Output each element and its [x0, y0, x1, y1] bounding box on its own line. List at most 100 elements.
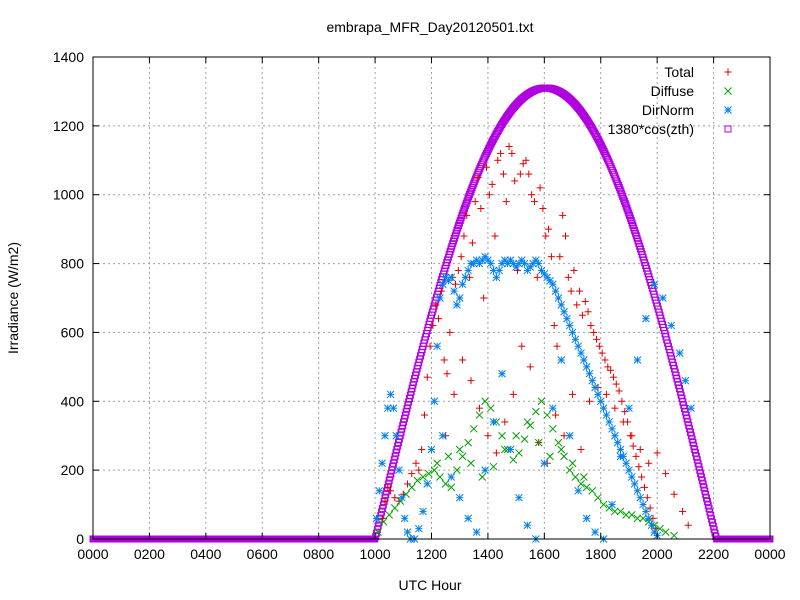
curve-marker [708, 519, 716, 527]
data-point-plus [530, 198, 538, 206]
data-point-star [602, 411, 611, 419]
legend: Total Diffuse DirNorm 1380*cos(zth) [608, 64, 732, 137]
x-tick-label: 2200 [698, 546, 729, 562]
data-point-cross [419, 473, 427, 481]
data-point-cross [520, 435, 529, 444]
data-point-plus [404, 480, 412, 488]
data-point-star [568, 328, 577, 337]
legend-marker [724, 125, 732, 133]
data-point-cross [458, 452, 467, 461]
data-point-plus [628, 432, 636, 440]
data-point-plus [480, 294, 488, 302]
data-point-plus [547, 253, 555, 261]
data-point-cross [402, 490, 410, 499]
curve-marker [620, 195, 628, 203]
data-point-star [540, 459, 549, 468]
curve-marker [626, 212, 634, 220]
data-point-plus [581, 297, 589, 305]
curve-marker [457, 214, 465, 222]
data-point-plus [516, 170, 524, 178]
curve-marker [455, 219, 463, 227]
data-point-cross [413, 476, 422, 485]
data-point-plus [451, 280, 459, 288]
curve-marker [468, 184, 476, 192]
data-point-cross [379, 517, 388, 526]
data-point-plus [387, 487, 395, 495]
y-tick-label: 1200 [53, 118, 84, 134]
data-point-star [430, 397, 439, 406]
data-point-cross [639, 514, 647, 523]
grid-layer [93, 57, 770, 539]
curve-marker [624, 207, 632, 215]
data-point-plus [474, 174, 482, 181]
data-point-plus [522, 156, 530, 164]
data-point-plus [670, 490, 678, 498]
data-point-cross [577, 480, 585, 488]
curve-marker [708, 515, 716, 523]
data-point-star [622, 459, 630, 468]
data-point-plus [570, 266, 578, 274]
curve-marker [617, 188, 625, 196]
data-point-plus [679, 507, 687, 515]
data-point-cross [557, 445, 566, 454]
data-point-cross [469, 424, 478, 433]
data-point-plus [468, 239, 476, 247]
legend-label: 1380*cos(zth) [608, 121, 694, 137]
data-point-star [386, 390, 395, 399]
data-point-plus [502, 198, 510, 206]
data-point-star [486, 259, 495, 268]
data-point-plus [643, 494, 651, 502]
data-point-cross [478, 473, 487, 481]
data-point-star [557, 356, 566, 364]
curve-marker [622, 202, 630, 210]
data-point-plus [564, 273, 572, 281]
data-point-plus [635, 463, 643, 471]
curve-marker [619, 193, 627, 201]
data-point-plus [611, 404, 619, 412]
data-point-cross [568, 459, 577, 468]
data-point-star [616, 445, 625, 454]
data-point-cross [512, 431, 520, 440]
data-point-cross [656, 524, 664, 533]
data-point-plus [578, 311, 586, 319]
data-point-cross [467, 459, 475, 468]
curve-marker [620, 197, 628, 205]
data-point-plus [408, 470, 416, 478]
data-point-plus [584, 308, 592, 316]
data-point-star [616, 452, 625, 461]
curve-marker [710, 526, 718, 534]
curve-marker [626, 214, 634, 222]
data-point-cross [594, 493, 602, 502]
data-point-star [489, 418, 498, 426]
data-point-plus [483, 163, 491, 171]
data-point-plus [475, 404, 483, 412]
curve-marker [374, 522, 382, 530]
data-point-plus [619, 418, 627, 426]
data-point-star [642, 314, 650, 323]
data-point-plus [615, 387, 623, 395]
x-tick-label: 0000 [77, 546, 108, 562]
data-point-star [582, 514, 591, 523]
x-tick-label: 1600 [529, 546, 560, 562]
data-point-plus [477, 204, 485, 212]
curve-marker [615, 181, 623, 189]
data-point-plus [501, 418, 509, 426]
data-point-star [378, 459, 386, 468]
data-point-star [650, 280, 659, 289]
data-point-star [455, 294, 464, 302]
data-point-cross [599, 500, 608, 509]
legend-label: Total [664, 64, 694, 80]
curve-marker [627, 216, 635, 224]
data-point-cross [390, 504, 399, 512]
data-point-star [403, 528, 412, 536]
data-point-star [438, 280, 447, 289]
data-point-plus [494, 156, 502, 164]
data-point-star [577, 349, 585, 357]
data-point-plus [432, 301, 440, 309]
curve-marker [378, 508, 386, 516]
data-point-plus [509, 390, 517, 398]
curve-marker [466, 190, 474, 198]
data-point-star [627, 473, 636, 481]
data-point-plus [621, 408, 629, 416]
data-point-star [633, 356, 642, 364]
